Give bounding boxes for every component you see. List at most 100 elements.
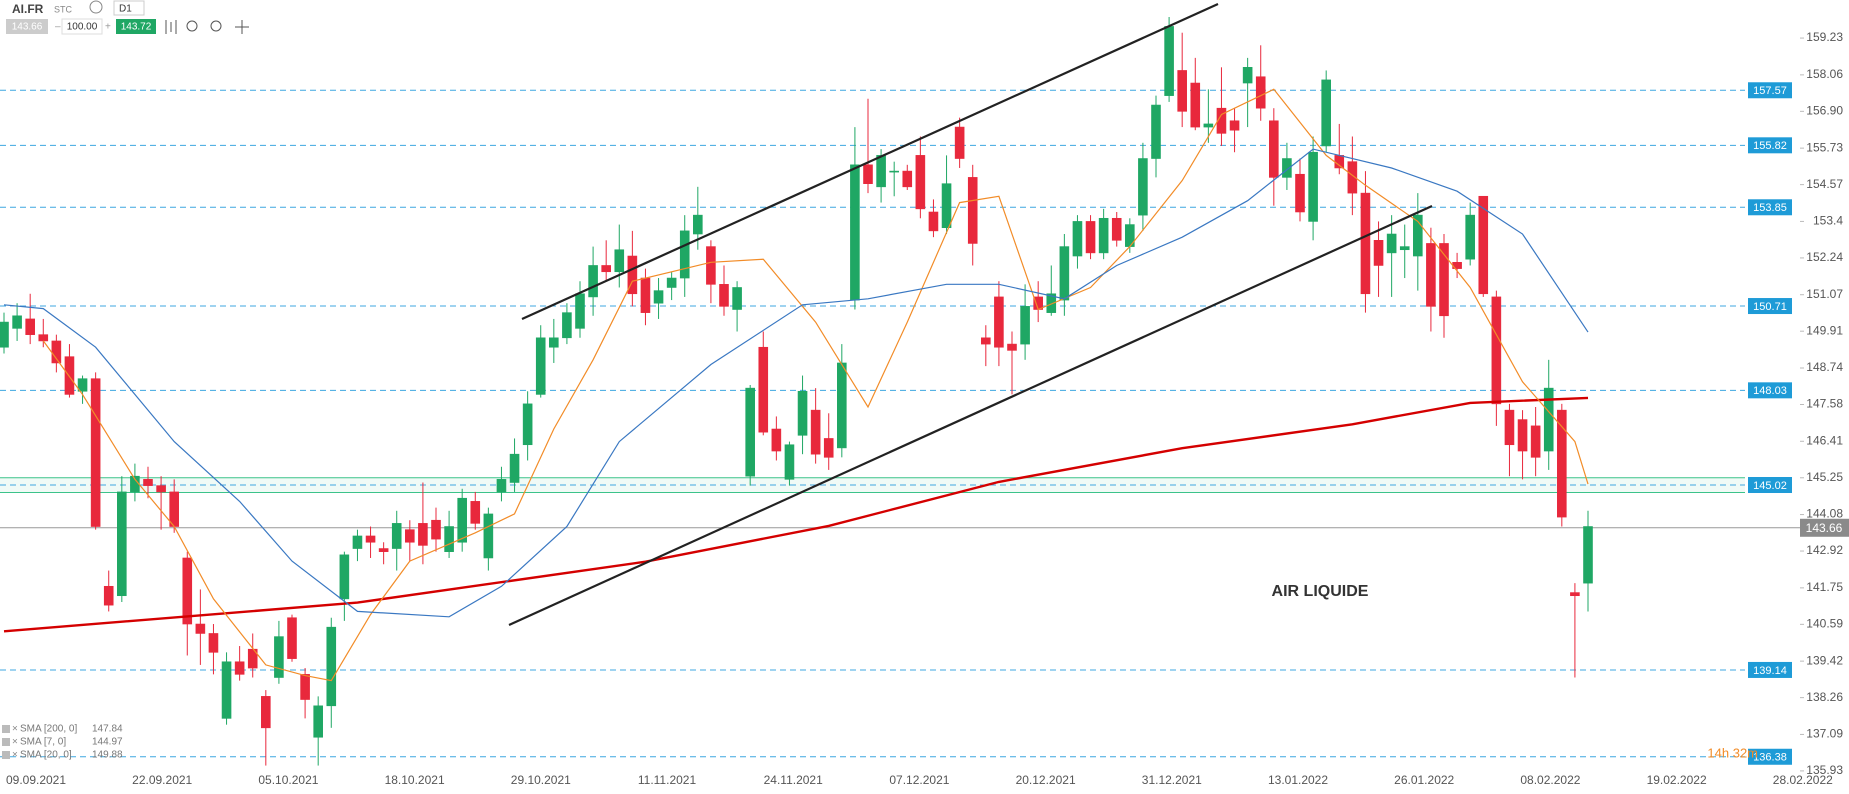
candle-body — [575, 293, 585, 329]
ask[interactable]: 143.72 — [121, 22, 152, 33]
candle-body — [967, 177, 978, 244]
y-tick-label: 148.74 — [1806, 360, 1843, 374]
candle-body — [496, 479, 507, 493]
candle-body — [444, 526, 454, 552]
x-tick-label: 24.11.2021 — [764, 773, 823, 787]
candle-body — [457, 497, 467, 543]
y-tick-label: 151.07 — [1806, 287, 1843, 301]
bid[interactable]: 143.66 — [12, 22, 43, 33]
candle-body — [1504, 409, 1515, 446]
zoom-in-icon[interactable] — [210, 20, 222, 32]
legend-icon — [2, 738, 10, 746]
candle-body — [261, 696, 271, 729]
y-tick-label: 140.59 — [1806, 617, 1843, 631]
candle-body — [1543, 387, 1554, 452]
candle-body — [12, 315, 22, 329]
x-tick-label: 20.12.2021 — [1016, 773, 1076, 787]
y-tick-label: 152.24 — [1806, 250, 1843, 264]
level-label-box — [1748, 199, 1792, 216]
candle-body — [1138, 158, 1148, 216]
candle-body — [1282, 158, 1292, 178]
candle-body — [378, 548, 389, 552]
candle-body — [182, 557, 193, 625]
y-tick-label: 146.41 — [1806, 433, 1843, 447]
y-tick-label: 142.92 — [1806, 543, 1843, 557]
candle-body — [431, 519, 441, 540]
level-label: 155.82 — [1753, 140, 1787, 152]
candle-body — [77, 378, 88, 392]
candle-body — [535, 337, 546, 395]
candle-body — [588, 265, 598, 298]
candle-body — [797, 390, 808, 436]
level-label: 136.38 — [1753, 752, 1787, 764]
candle-body — [954, 126, 965, 159]
candle-body — [758, 346, 769, 433]
candle-body — [666, 277, 677, 288]
candle-body — [823, 438, 834, 458]
sma-line — [42, 88, 1589, 682]
volume-box[interactable] — [61, 18, 103, 35]
candle-body — [732, 287, 742, 310]
candle-body — [679, 230, 690, 279]
crosshair-icon[interactable] — [235, 20, 249, 34]
candle-body — [614, 249, 625, 273]
y-tick-label: 138.26 — [1806, 690, 1843, 704]
legend-name: SMA [7, 0] — [20, 737, 66, 748]
candle-body — [784, 444, 795, 480]
candle-body — [837, 362, 847, 449]
lower-trendline — [508, 204, 1433, 627]
x-tick-label: 29.10.2021 — [511, 773, 571, 787]
x-tick-label: 07.12.2021 — [889, 773, 949, 787]
candle-body — [313, 705, 323, 738]
plus[interactable]: + — [105, 22, 111, 33]
candle-body — [1098, 217, 1109, 254]
legend-icon — [2, 751, 10, 759]
candle-body — [1046, 293, 1057, 313]
candle-body — [326, 626, 337, 707]
candle-body — [915, 155, 926, 210]
info-icon[interactable] — [89, 0, 103, 14]
candle-body — [1269, 120, 1279, 178]
y-tick-label: 139.42 — [1806, 653, 1843, 667]
sma-line — [3, 148, 1589, 618]
candle-body — [1190, 82, 1201, 128]
candle-body — [1557, 409, 1567, 518]
x-tick-label: 13.01.2022 — [1268, 773, 1328, 787]
candle-body — [90, 378, 101, 527]
x-tick-label: 05.10.2021 — [258, 773, 318, 787]
candle-body — [1295, 173, 1305, 213]
candle-body — [1530, 425, 1541, 458]
legend-value: 144.97 — [92, 737, 123, 748]
legend-close: × — [12, 737, 18, 748]
bid-box[interactable] — [6, 19, 48, 34]
y-tick-label: 149.91 — [1806, 323, 1843, 337]
candle-body — [38, 334, 49, 342]
zoom-out-icon[interactable] — [186, 20, 198, 32]
symbol: AI.FR — [12, 2, 44, 16]
y-tick-label: 141.75 — [1806, 580, 1843, 594]
volume[interactable]: 100.00 — [67, 22, 98, 33]
ask-box[interactable] — [116, 19, 156, 34]
y-tick-label: 137.09 — [1806, 727, 1843, 741]
candle-body — [195, 623, 206, 634]
candle-body — [994, 296, 1004, 348]
candle-body — [25, 318, 35, 335]
candle-body — [1360, 192, 1371, 295]
candle-body — [850, 164, 860, 301]
indicator-icon[interactable] — [165, 20, 177, 34]
candle-body — [1242, 67, 1253, 84]
minus[interactable]: – — [55, 22, 61, 33]
candle-body — [1491, 296, 1502, 405]
candle-body — [1164, 26, 1174, 96]
legend-value: 147.84 — [92, 724, 123, 735]
candle-body — [470, 501, 481, 524]
candle-body — [1373, 240, 1384, 266]
candle-body — [981, 337, 991, 345]
candle-body — [1413, 214, 1423, 257]
candle-body — [876, 155, 886, 188]
level-label-box — [1748, 137, 1792, 154]
timeframe[interactable]: D1 — [119, 4, 132, 15]
timeframe-box[interactable] — [113, 0, 145, 16]
candle-body — [719, 284, 729, 307]
